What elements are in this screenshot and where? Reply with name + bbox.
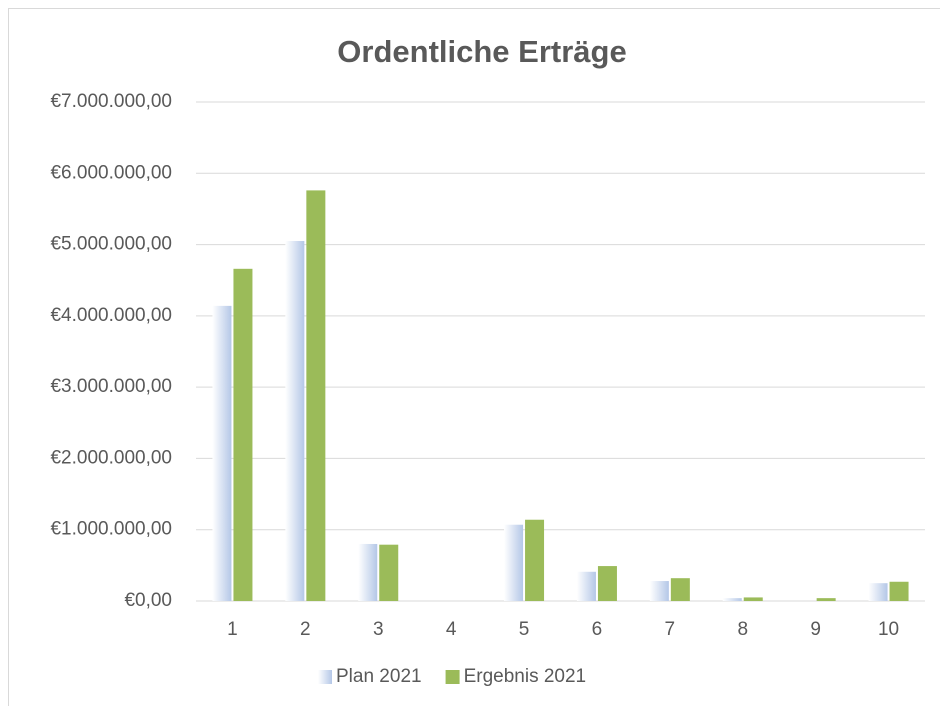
x-tick-label: 6 [592,619,603,640]
bar [576,571,596,601]
y-tick-label: €5.000.000,00 [50,234,172,255]
legend-label: Ergebnis 2021 [464,666,587,687]
x-tick-label: 5 [519,619,530,640]
bar [722,598,742,601]
x-tick-label: 1 [227,619,238,640]
y-tick-label: €4.000.000,00 [50,305,172,326]
x-tick-label: 4 [446,619,457,640]
bar [525,519,545,601]
bar [379,544,399,601]
bar [816,598,836,601]
y-tick-label: €7.000.000,00 [50,91,172,112]
x-tick-label: 8 [737,619,748,640]
x-tick-label: 10 [878,619,899,640]
x-tick-label: 3 [373,619,384,640]
chart-title: Ordentliche Erträge [337,34,626,69]
bar [358,543,378,601]
legend-label: Plan 2021 [336,666,422,687]
x-tick-label: 2 [300,619,311,640]
chart-frame [8,8,940,706]
bar [233,268,253,601]
bar [597,566,617,601]
y-tick-label: €1.000.000,00 [50,519,172,540]
bar [649,581,669,601]
y-tick-label: €0,00 [124,590,172,611]
bar [306,190,326,601]
bar [212,305,232,601]
x-tick-label: 7 [665,619,676,640]
bar [670,578,690,601]
legend-swatch [318,670,332,684]
bar [743,597,763,601]
bar [504,524,524,601]
legend-swatch [445,670,460,684]
bar [889,581,909,601]
y-tick-label: €3.000.000,00 [50,376,172,397]
bar [868,583,888,601]
x-tick-label: 9 [810,619,821,640]
y-tick-label: €2.000.000,00 [50,447,172,468]
y-tick-label: €6.000.000,00 [50,162,172,183]
bar [285,241,305,601]
